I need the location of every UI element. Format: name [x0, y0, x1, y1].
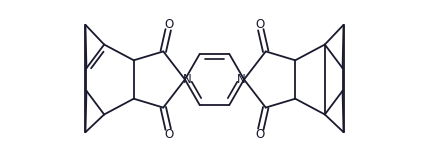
Text: O: O: [255, 128, 264, 141]
Text: O: O: [165, 18, 174, 31]
Text: N: N: [183, 73, 192, 86]
Text: O: O: [165, 128, 174, 141]
Text: O: O: [255, 18, 264, 31]
Text: N: N: [237, 73, 246, 86]
